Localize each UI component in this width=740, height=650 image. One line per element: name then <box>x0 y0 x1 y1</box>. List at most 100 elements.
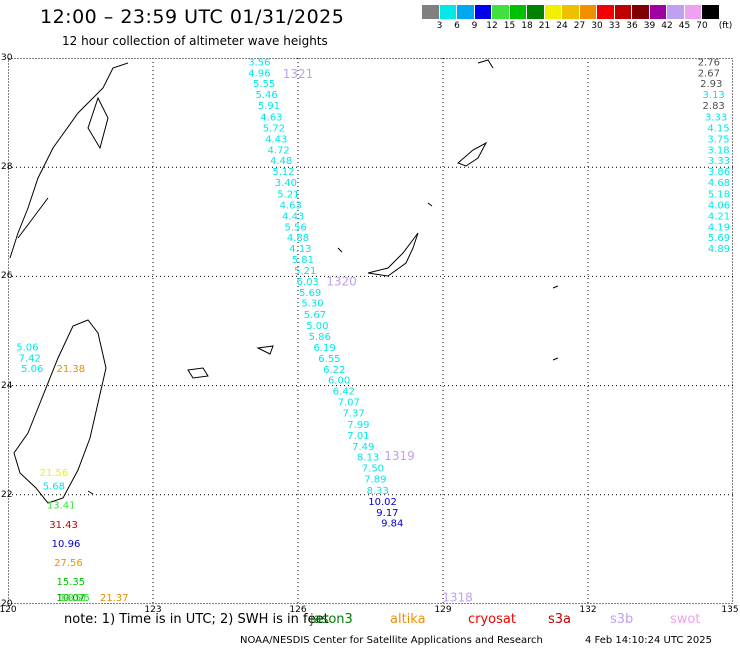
wave-height-value: 4.72 <box>268 145 290 156</box>
wave-height-value: 2.83 <box>703 101 725 112</box>
scale-label: 3 <box>436 21 443 31</box>
track-label: 1318 <box>442 591 473 605</box>
wave-height-value: 7.07 <box>338 398 360 409</box>
wave-height-value: 3.86 <box>708 167 730 178</box>
satellite-s3b: s3b <box>610 612 634 627</box>
wave-height-value: 6.00 <box>328 376 350 387</box>
wave-height-value: 3.56 <box>248 58 270 68</box>
wave-height-value: 10.96 <box>52 539 81 550</box>
longitude-tick: 123 <box>144 605 162 615</box>
wave-height-value: 4.43 <box>265 134 287 145</box>
wave-height-value: 3.75 <box>707 134 729 145</box>
wave-height-value: 7.01 <box>347 431 369 442</box>
wave-height-value: 5.06 <box>21 364 43 375</box>
wave-height-value: 4.89 <box>708 244 730 255</box>
wave-height-value: 4.13 <box>289 244 311 255</box>
wave-height-value: 10.07 <box>57 593 86 604</box>
scale-swatch <box>422 5 440 19</box>
wave-height-value: 5.56 <box>284 222 306 233</box>
track-label: 1319 <box>384 449 415 463</box>
satellite-cryosat: cryosat <box>468 612 516 627</box>
wave-height-value: 13.25 <box>61 593 90 604</box>
wave-height-value: 7.50 <box>362 464 384 475</box>
wave-height-value: 3.40 <box>275 178 297 189</box>
track-label: 1321 <box>283 67 314 81</box>
scale-swatch <box>579 5 597 19</box>
wave-height-value: 21.38 <box>57 364 86 375</box>
scale-label: 27 <box>573 21 586 31</box>
scale-label: 6 <box>454 21 460 31</box>
wave-height-value: 5.72 <box>263 123 285 134</box>
wave-height-value: 5.06 <box>16 342 38 353</box>
wave-height-value: 5.91 <box>258 101 280 112</box>
wave-height-value: 5.67 <box>304 310 326 321</box>
wave-height-value: 2.76 <box>698 58 720 68</box>
taiwan-coastline <box>13 319 107 504</box>
wave-height-value: 6.42 <box>333 387 355 398</box>
wave-height-value: 8.33 <box>367 486 389 497</box>
scale-label: 24 <box>556 21 568 31</box>
scale-swatch <box>632 5 650 19</box>
wave-height-value: 5.30 <box>301 299 323 310</box>
scale-swatch <box>562 5 580 19</box>
color-scale-bar <box>422 5 720 19</box>
wave-height-value: 5.46 <box>255 90 277 101</box>
wave-height-value: 5.81 <box>292 255 314 266</box>
timestamp-text: 4 Feb 14:10:24 UTC 2025 <box>585 635 712 646</box>
wave-height-value: 3.33 <box>705 113 727 124</box>
wave-height-value: 7.99 <box>347 420 369 431</box>
amami-coastline <box>457 141 488 167</box>
scale-swatch <box>684 5 702 19</box>
latitude-tick: 26 <box>1 271 13 282</box>
longitude-tick: 132 <box>579 605 597 615</box>
scale-swatch <box>702 5 720 19</box>
track-labels: 1321 1320 1319 1318 <box>283 67 473 604</box>
map-grid <box>8 58 733 604</box>
color-scale-labels: 3 6 9 12 15 18 21 24 27 30 33 36 39 42 45 70 (ft) <box>422 21 740 33</box>
scale-swatch <box>667 5 685 19</box>
wave-height-value: 7.42 <box>19 353 41 364</box>
scale-swatch <box>544 5 562 19</box>
scale-swatch <box>614 5 632 19</box>
scale-label: 70 <box>696 21 708 31</box>
scale-label: 18 <box>521 21 533 31</box>
wave-height-value: 6.22 <box>323 365 345 376</box>
okinawa-coastline <box>367 232 419 277</box>
footer-note: note: 1) Time is in UTC; 2) SWH is in fe… <box>64 612 329 627</box>
scale-swatch <box>474 5 492 19</box>
wave-height-value: 8.13 <box>357 453 379 464</box>
wave-height-value: 4.68 <box>708 178 730 189</box>
scale-swatch <box>457 5 475 19</box>
scale-label: 39 <box>643 21 656 31</box>
satellite-swot: swot <box>670 612 701 627</box>
credit-text: NOAA/NESDIS Center for Satellite Applica… <box>240 635 543 646</box>
wave-height-value: 9.84 <box>381 519 403 530</box>
wave-height-value: 3.18 <box>707 145 729 156</box>
wave-height-value: 7.49 <box>352 442 374 453</box>
scale-label: 15 <box>503 21 516 31</box>
coastlines <box>9 59 559 504</box>
scale-swatch <box>527 5 545 19</box>
wave-height-value: 3.33 <box>708 156 730 167</box>
wave-height-value: 7.89 <box>364 475 386 486</box>
wave-height-value: 5.68 <box>43 482 65 493</box>
wave-height-value: 5.00 <box>306 321 328 332</box>
wave-height-value: 4.88 <box>287 233 309 244</box>
wave-height-value: 31.43 <box>49 520 78 531</box>
wave-height-value: 5.21 <box>277 190 299 201</box>
scale-label: 45 <box>678 21 691 31</box>
track-label: 1320 <box>326 274 357 288</box>
wave-height-value: 9.17 <box>376 508 398 519</box>
wave-height-value: 6.03 <box>297 277 319 288</box>
satellite-altika: altika <box>390 612 426 627</box>
scale-swatch <box>649 5 667 19</box>
longitude-tick: 135 <box>721 605 739 615</box>
wave-height-value: 5.12 <box>272 167 294 178</box>
wave-height-value: 4.96 <box>248 68 270 79</box>
scale-label: (ft) <box>718 21 733 31</box>
scale-label: 21 <box>538 21 551 31</box>
scale-label: 30 <box>591 21 603 31</box>
longitude-tick: 120 <box>0 605 17 615</box>
small-islands <box>87 59 559 495</box>
